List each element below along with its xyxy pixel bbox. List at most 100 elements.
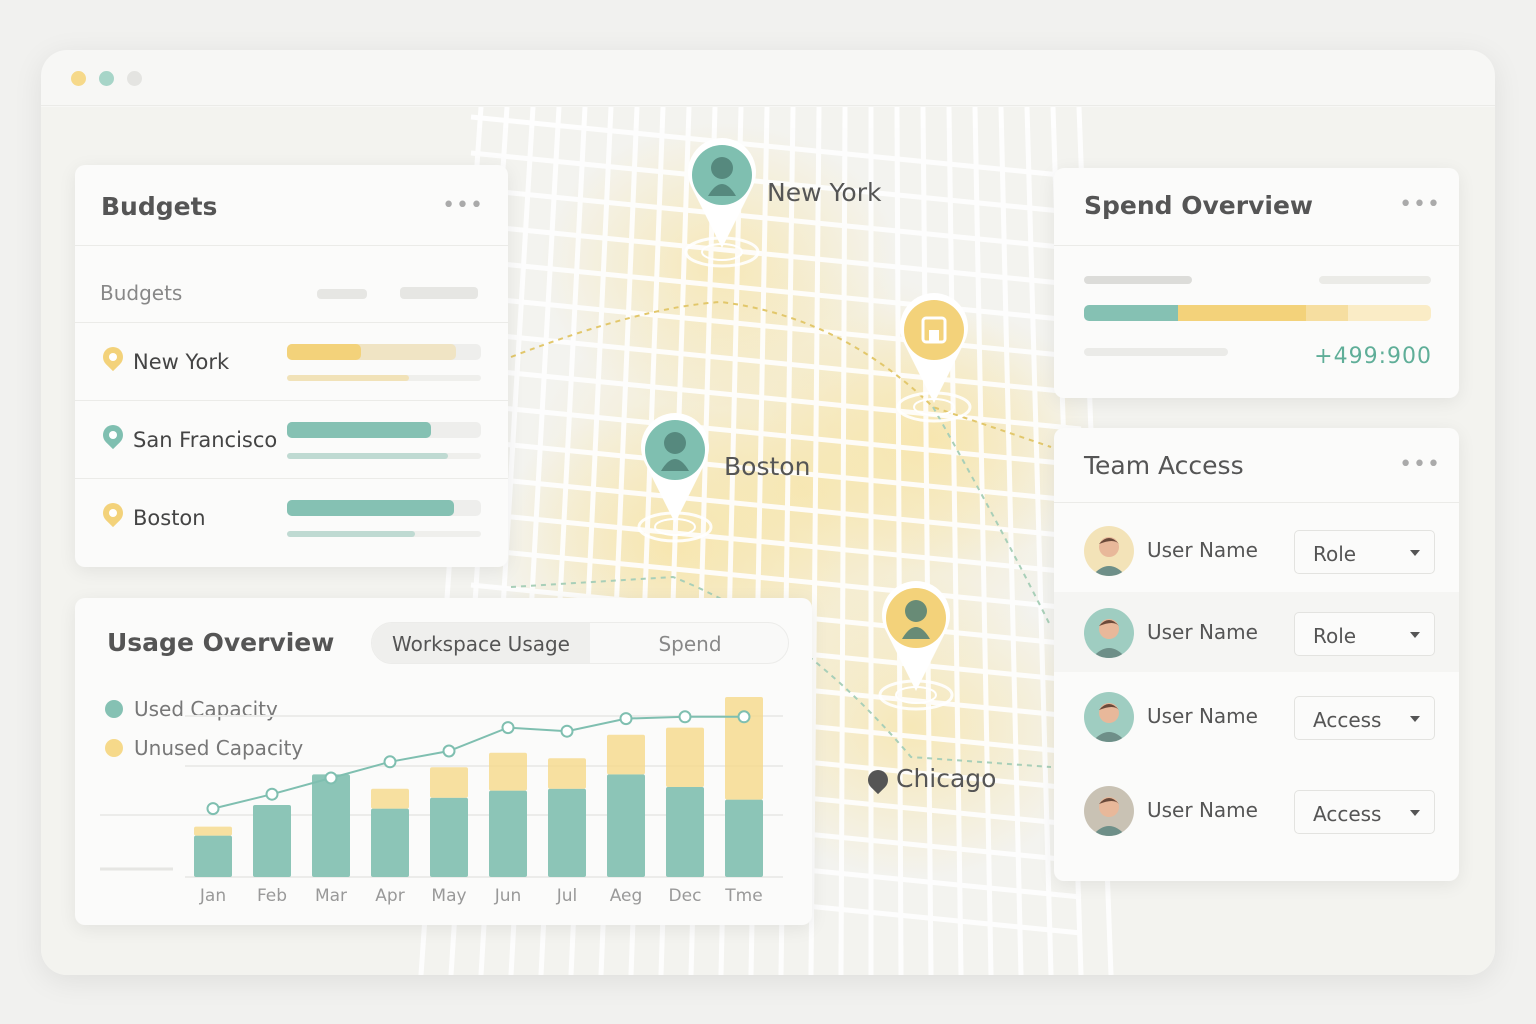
chevron-down-icon	[1410, 716, 1420, 722]
role-select[interactable]: Access	[1294, 696, 1435, 740]
spend-segment	[1347, 305, 1431, 321]
bar-unused-dec	[666, 727, 704, 787]
user-name: User Name	[1147, 620, 1258, 644]
trend-point	[206, 802, 220, 816]
trend-point	[501, 721, 515, 735]
bar-used-may	[430, 797, 468, 877]
team-member-row: User Name Access	[1054, 770, 1459, 850]
spend-segment	[1084, 305, 1178, 321]
location-pin-icon	[98, 498, 128, 528]
x-tick-label: Jul	[556, 886, 578, 906]
bar-used-tme	[725, 799, 763, 877]
budget-sub-bar	[287, 375, 481, 381]
bar-used-mar	[312, 774, 350, 877]
column-placeholder	[317, 289, 367, 299]
bar-used-jul	[548, 788, 586, 877]
budget-progress-bar	[287, 500, 481, 516]
budgets-card: Budgets ••• Budgets New York San Francis…	[75, 165, 508, 567]
minimize-button[interactable]	[99, 71, 114, 86]
user-name: User Name	[1147, 704, 1258, 728]
pin-building[interactable]	[889, 285, 979, 435]
building-icon	[896, 293, 972, 423]
user-name: User Name	[1147, 538, 1258, 562]
close-button[interactable]	[71, 71, 86, 86]
role-select-value: Role	[1313, 624, 1357, 648]
bar-unused-jun	[489, 752, 527, 791]
more-options-button[interactable]: •••	[1399, 192, 1441, 217]
user-name: User Name	[1147, 798, 1258, 822]
budget-sub-bar	[287, 453, 481, 459]
x-tick-label: Jan	[199, 886, 226, 906]
trend-point	[619, 712, 633, 726]
team-member-row: User Name Role	[1054, 510, 1459, 590]
tab-spend[interactable]: Spend	[658, 632, 722, 656]
location-pin-icon	[98, 420, 128, 450]
title-bar	[41, 50, 1495, 106]
map-city-label: New York	[767, 178, 882, 207]
bar-unused-apr	[371, 788, 409, 809]
role-select[interactable]: Access	[1294, 790, 1435, 834]
avatar	[1084, 692, 1134, 742]
x-tick-label: Mar	[315, 886, 347, 906]
map-city-label: Chicago	[896, 764, 997, 793]
x-tick-label: May	[431, 886, 466, 906]
usage-title: Usage Overview	[107, 628, 335, 657]
bar-unused-tme	[725, 697, 763, 800]
maximize-button[interactable]	[127, 71, 142, 86]
budget-row[interactable]: Boston	[75, 479, 508, 557]
label-placeholder	[1084, 276, 1192, 284]
pin-new-york[interactable]	[677, 130, 767, 280]
chevron-down-icon	[1410, 550, 1420, 556]
avatar	[1084, 526, 1134, 576]
x-tick-label: Jun	[494, 886, 522, 906]
budget-city-label: Boston	[133, 506, 206, 530]
x-tick-label: Feb	[257, 886, 287, 906]
role-select[interactable]: Role	[1294, 530, 1435, 574]
legend-unused-capacity: Unused Capacity	[105, 736, 303, 760]
spend-segment	[1306, 305, 1348, 321]
role-select[interactable]: Role	[1294, 612, 1435, 656]
tab-workspace-usage[interactable]: Workspace Usage	[372, 623, 590, 663]
label-placeholder	[1319, 276, 1431, 284]
more-options-button[interactable]: •••	[1399, 452, 1441, 477]
spend-overview-card: Spend Overview ••• +499:900	[1054, 168, 1459, 398]
usage-chart: Jan Feb Mar Apr May Jun Jul Aeg Dec Tme	[100, 697, 783, 906]
location-pin-icon	[98, 342, 128, 372]
bar-used-dec	[666, 787, 704, 877]
person-icon	[878, 581, 954, 711]
bar-used-aeg	[607, 774, 645, 877]
budget-row[interactable]: New York	[75, 323, 508, 401]
pin-boston[interactable]	[630, 405, 720, 555]
x-tick-label: Tme	[724, 886, 762, 906]
team-title: Team Access	[1084, 451, 1244, 480]
more-options-button[interactable]: •••	[442, 193, 484, 218]
trend-line	[212, 715, 744, 810]
trend-point	[737, 710, 751, 724]
legend-swatch	[105, 739, 123, 757]
legend-swatch	[105, 700, 123, 718]
trend-point	[678, 710, 692, 724]
team-member-row: User Name Access	[1054, 676, 1459, 756]
chevron-down-icon	[1410, 810, 1420, 816]
budgets-title: Budgets	[101, 192, 218, 221]
budget-progress-bar	[287, 344, 481, 360]
trend-point	[265, 787, 279, 801]
label-placeholder	[1084, 348, 1228, 356]
pin-chicago[interactable]	[871, 573, 961, 723]
trend-point	[383, 755, 397, 769]
budget-progress-bar	[287, 422, 481, 438]
bar-used-jun	[489, 790, 527, 877]
bar-used-apr	[371, 808, 409, 877]
usage-overview-card: Usage Overview Workspace Usage Spend Use…	[75, 598, 812, 925]
role-select-value: Access	[1313, 708, 1382, 732]
trend-point	[442, 744, 456, 758]
trend-point	[560, 724, 574, 738]
bar-unused-jul	[548, 758, 586, 789]
bar-used-jan	[194, 835, 232, 877]
avatar	[1084, 608, 1134, 658]
budget-row[interactable]: San Francisco	[75, 401, 508, 479]
bar-unused-aeg	[607, 734, 645, 775]
usage-tab-group: Workspace Usage Spend	[371, 622, 789, 664]
map-city-label: Boston	[724, 452, 811, 481]
chevron-down-icon	[1410, 632, 1420, 638]
